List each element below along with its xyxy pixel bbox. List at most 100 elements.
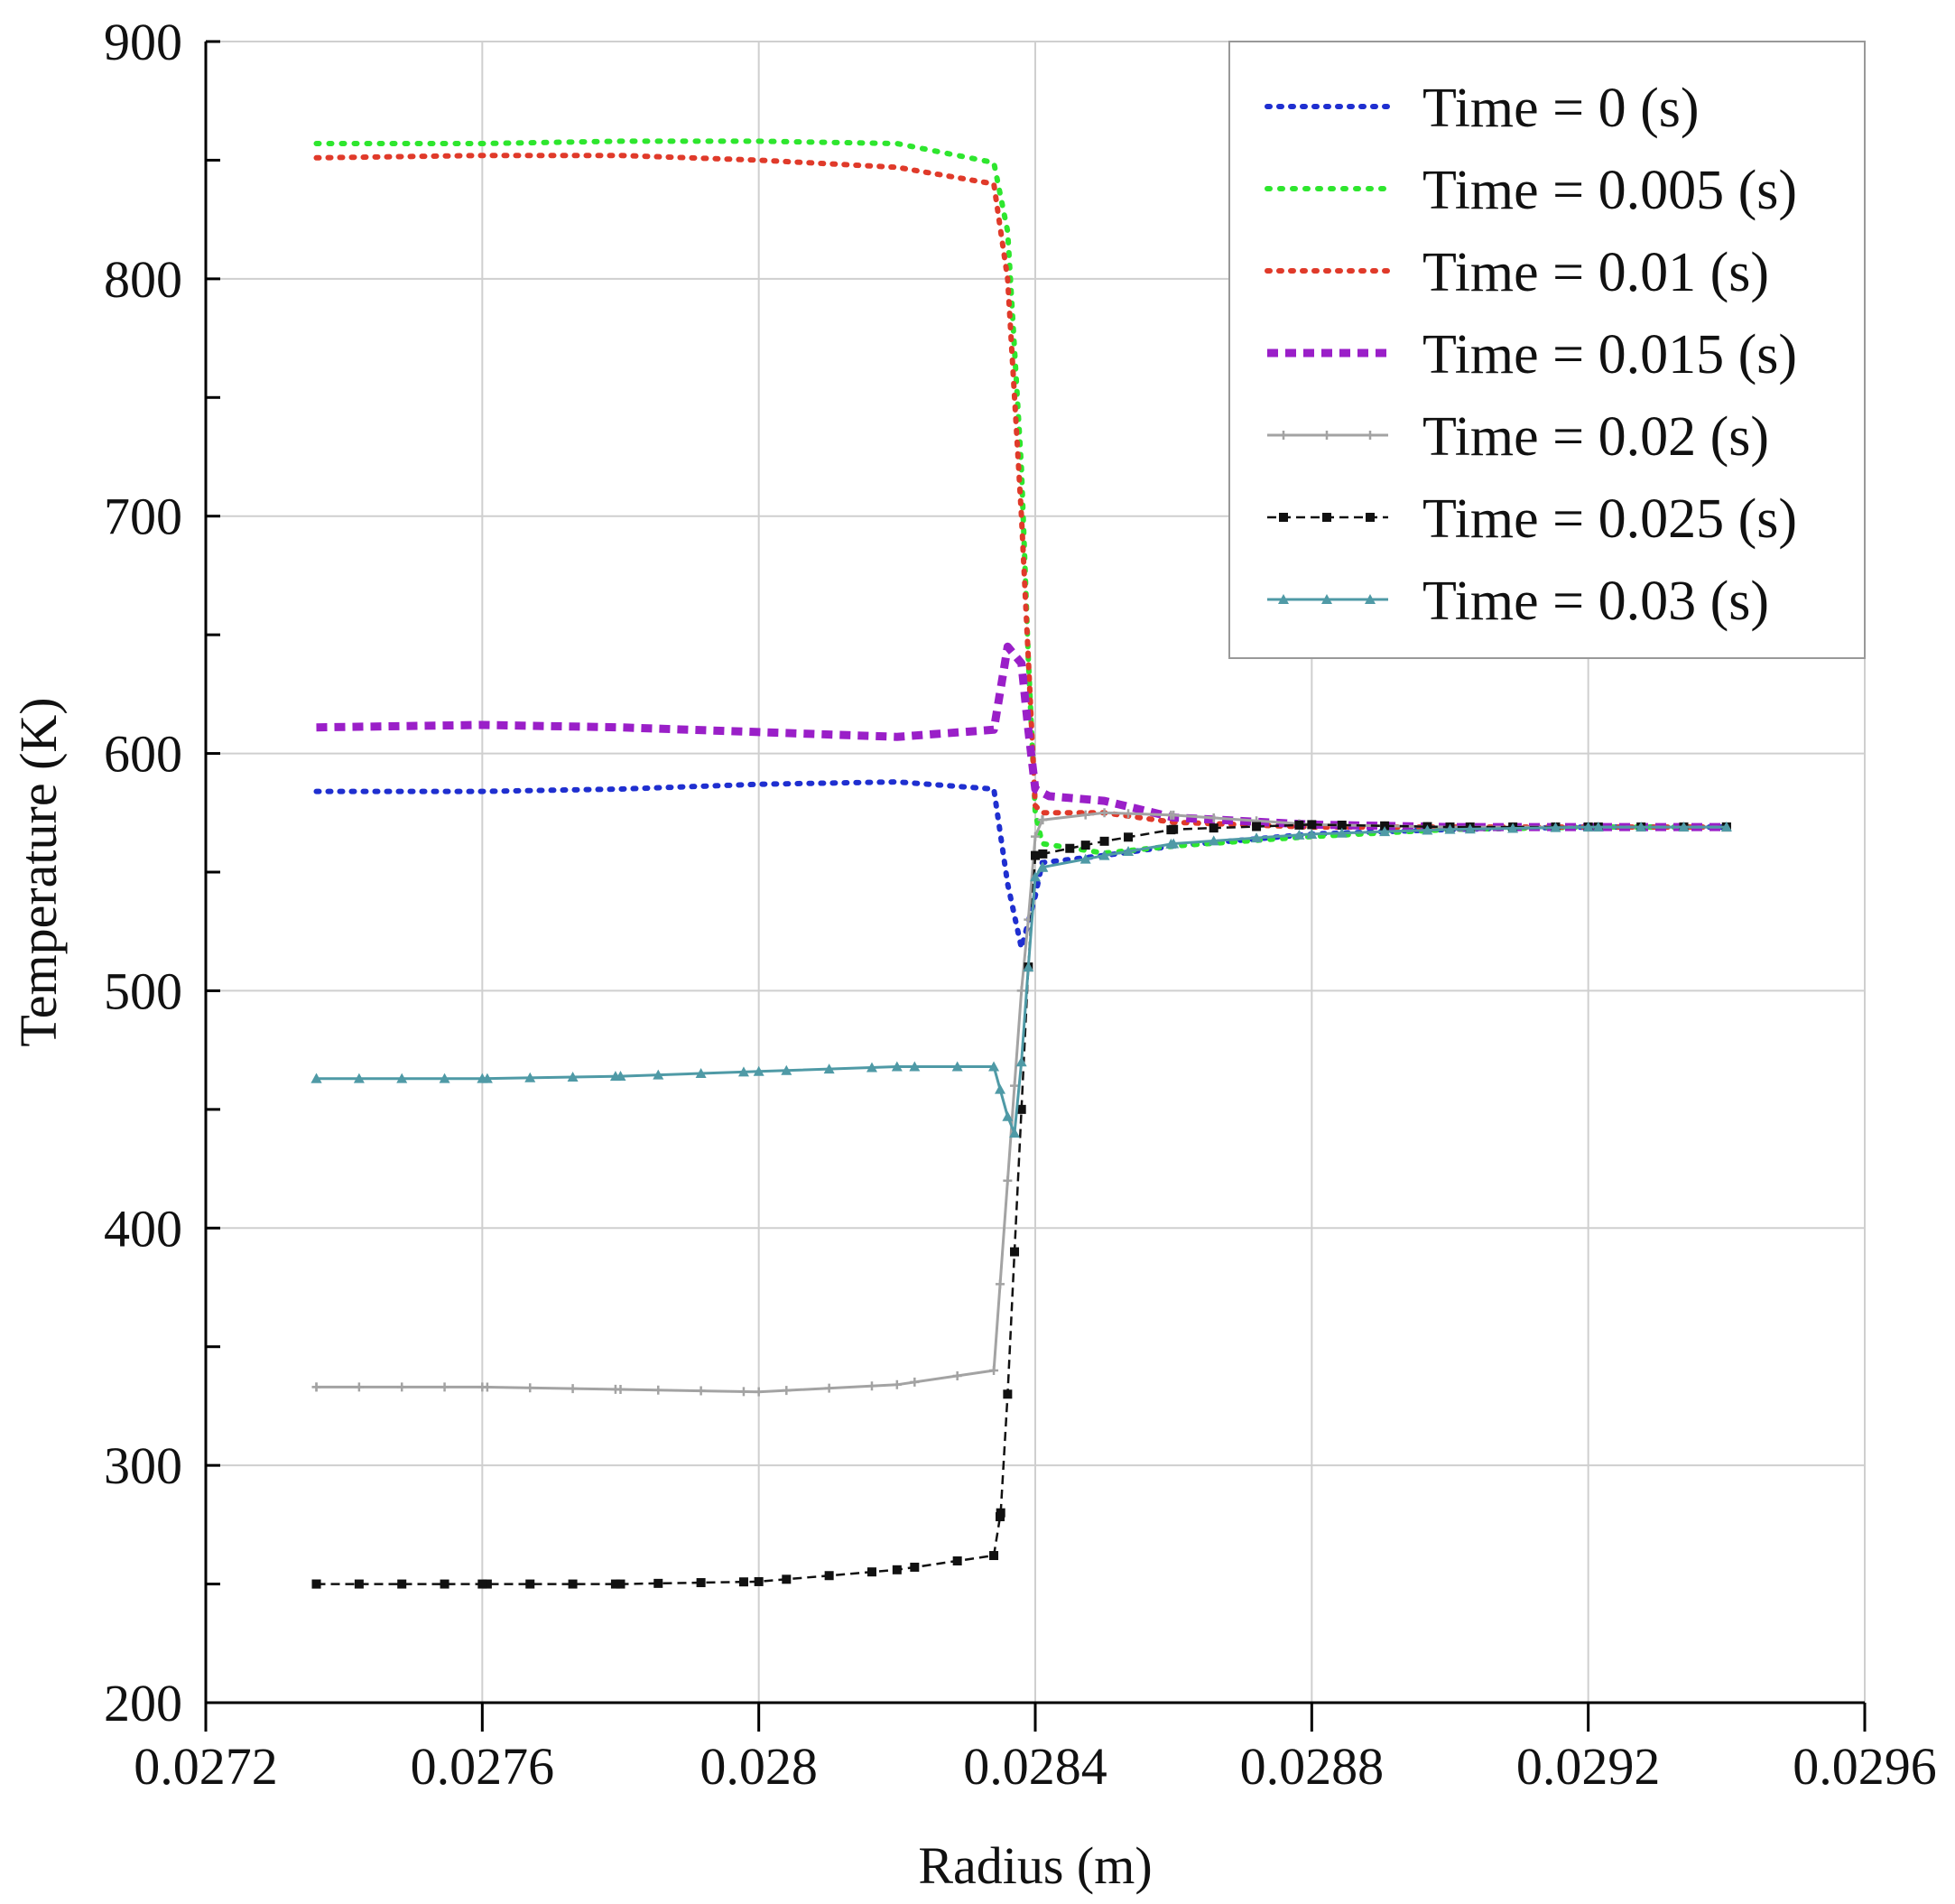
legend-item: Time = 0 (s) <box>1265 78 1700 139</box>
series-point <box>910 1562 920 1572</box>
legend-item: Time = 0.015 (s) <box>1267 324 1797 385</box>
series-point <box>1306 828 1318 839</box>
series-point <box>754 1387 764 1397</box>
series-point <box>353 1073 365 1083</box>
series-point <box>477 1073 488 1083</box>
legend-marker <box>1278 594 1289 604</box>
series-point <box>1209 823 1218 833</box>
series-point <box>866 1062 877 1073</box>
series-point <box>781 1064 792 1075</box>
series-point <box>1168 838 1180 849</box>
series-point <box>1079 853 1091 864</box>
legend-marker <box>1366 431 1375 440</box>
series-point <box>753 1065 764 1076</box>
series-point <box>477 1382 487 1392</box>
series-point <box>1678 822 1690 832</box>
series-point <box>1016 986 1026 996</box>
legend-item: Time = 0.025 (s) <box>1267 488 1797 550</box>
series-point <box>1720 822 1732 832</box>
series-point <box>951 1061 963 1072</box>
series-point <box>1031 831 1040 841</box>
series-point <box>1023 961 1034 972</box>
series-point <box>1010 1081 1020 1091</box>
series-point <box>525 1383 535 1393</box>
series-point <box>1294 820 1304 830</box>
legend-marker <box>1322 513 1331 522</box>
series-point <box>737 1066 749 1077</box>
series-point <box>892 1379 902 1389</box>
series-point <box>1003 1389 1013 1399</box>
series-point <box>1036 861 1048 872</box>
series-point <box>695 1067 707 1078</box>
series-point <box>1030 871 1041 882</box>
x-tick-label: 0.0272 <box>134 1737 278 1796</box>
series-point <box>1015 1056 1027 1067</box>
x-tick-label: 0.028 <box>700 1737 818 1796</box>
plot-series <box>310 138 1732 1589</box>
y-tick-label: 300 <box>104 1436 182 1495</box>
series-point <box>1444 823 1456 834</box>
x-tick-label: 0.0284 <box>963 1737 1107 1796</box>
legend-marker <box>1322 431 1331 440</box>
series-point <box>1098 850 1110 860</box>
series-6 <box>310 822 1732 1138</box>
series-point <box>567 1071 579 1082</box>
series-point <box>1252 822 1262 831</box>
series-point <box>952 1370 962 1380</box>
series-point <box>1336 827 1348 838</box>
series-point <box>397 1579 407 1589</box>
axes <box>204 40 1867 1732</box>
legend-item: Time = 0.01 (s) <box>1265 242 1769 303</box>
series-point <box>1208 835 1219 846</box>
x-axis-title: Radius (m) <box>918 1836 1152 1895</box>
series-point <box>866 1567 876 1577</box>
legend-marker <box>1279 513 1288 522</box>
series-point <box>568 1384 578 1394</box>
series-point <box>524 1072 536 1082</box>
series-point <box>1124 809 1134 819</box>
series-point <box>439 1073 450 1083</box>
y-tick-label: 800 <box>104 250 182 309</box>
series-point <box>696 1386 706 1396</box>
series-point <box>1592 822 1604 832</box>
series-point <box>1080 810 1090 820</box>
x-tick-label: 0.0288 <box>1240 1737 1385 1796</box>
series-point <box>1080 841 1090 850</box>
series-point <box>615 1071 626 1082</box>
series-point <box>891 1061 903 1072</box>
series-point <box>824 1571 834 1581</box>
y-tick-label: 700 <box>104 488 182 546</box>
series-point <box>310 1073 322 1083</box>
series-line <box>316 825 1727 1135</box>
series-point <box>1169 824 1179 834</box>
series-point <box>910 1377 920 1387</box>
series-point <box>866 1381 876 1391</box>
series-point <box>1169 810 1179 820</box>
series-point <box>996 1279 1005 1289</box>
series-point <box>996 1508 1005 1518</box>
series-point <box>653 1578 663 1588</box>
series-point <box>653 1385 663 1395</box>
series-point <box>1010 1247 1020 1257</box>
y-tick-label: 200 <box>104 1674 182 1732</box>
series-point <box>738 1387 748 1397</box>
x-tick-label: 0.0296 <box>1793 1737 1937 1796</box>
series-point <box>1003 1175 1013 1185</box>
series-point <box>1550 822 1561 832</box>
series-point <box>1635 822 1647 832</box>
legend-item: Time = 0.005 (s) <box>1265 160 1797 221</box>
y-tick-label: 900 <box>104 13 182 71</box>
series-point <box>754 1576 764 1586</box>
series-point <box>995 1083 1006 1094</box>
series-point <box>354 1382 364 1392</box>
series-point <box>311 1382 321 1392</box>
series-point <box>1337 821 1347 831</box>
series-point <box>610 1579 620 1589</box>
series-point <box>1016 1104 1026 1114</box>
series-point <box>1293 829 1305 840</box>
legend-marker <box>1321 594 1332 604</box>
legend-label: Time = 0.015 (s) <box>1422 324 1797 385</box>
series-point <box>1038 849 1048 859</box>
series-point <box>1065 843 1075 853</box>
series-point <box>824 1383 834 1393</box>
